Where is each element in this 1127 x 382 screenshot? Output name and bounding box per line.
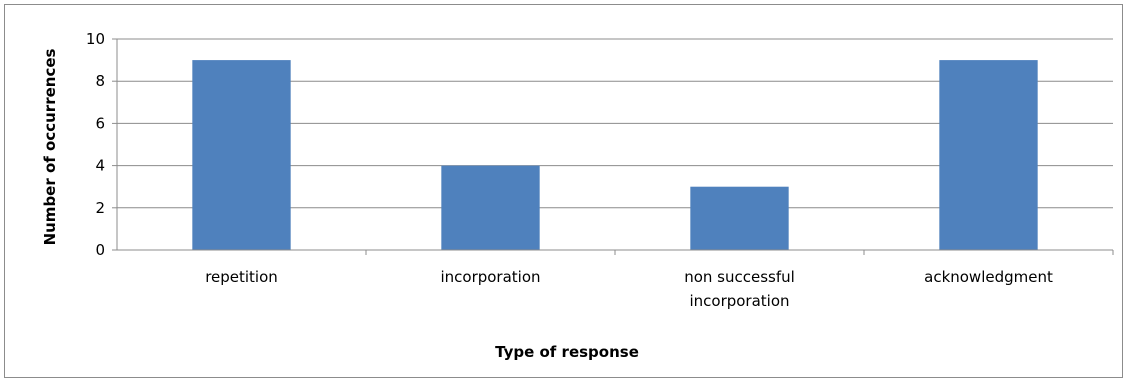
category-label-repetition: repetition bbox=[205, 268, 278, 286]
y-tick-label-2: 2 bbox=[95, 199, 105, 217]
category-label-line: non successful bbox=[684, 268, 795, 286]
x-axis-title: Type of response bbox=[495, 343, 639, 361]
category-label-acknowledgment: acknowledgment bbox=[924, 268, 1053, 286]
category-label-line: incorporation bbox=[689, 292, 789, 310]
chart-frame: 0 2 4 6 8 10 repetition incorporation non succes… bbox=[4, 4, 1123, 378]
category-label-line: incorporation bbox=[440, 268, 540, 286]
bar-incorporation bbox=[441, 165, 540, 250]
y-tick-label-0: 0 bbox=[95, 241, 105, 259]
y-tick-label-10: 10 bbox=[86, 30, 105, 48]
bar-repetition bbox=[192, 60, 291, 250]
bar-acknowledgment bbox=[939, 60, 1038, 250]
y-axis-title: Number of occurrences bbox=[41, 49, 59, 246]
y-tick-label-6: 6 bbox=[95, 114, 105, 132]
y-tick-label-4: 4 bbox=[95, 157, 105, 175]
bar-non-successful-incorporation bbox=[690, 186, 789, 250]
category-label-line: acknowledgment bbox=[924, 268, 1053, 286]
category-label-line: repetition bbox=[205, 268, 278, 286]
axes bbox=[112, 38, 1114, 255]
category-label-non-successful-incorporation: non successful incorporation bbox=[684, 268, 795, 310]
y-tick-label-8: 8 bbox=[95, 72, 105, 90]
bars bbox=[192, 60, 1038, 250]
category-label-incorporation: incorporation bbox=[440, 268, 540, 286]
